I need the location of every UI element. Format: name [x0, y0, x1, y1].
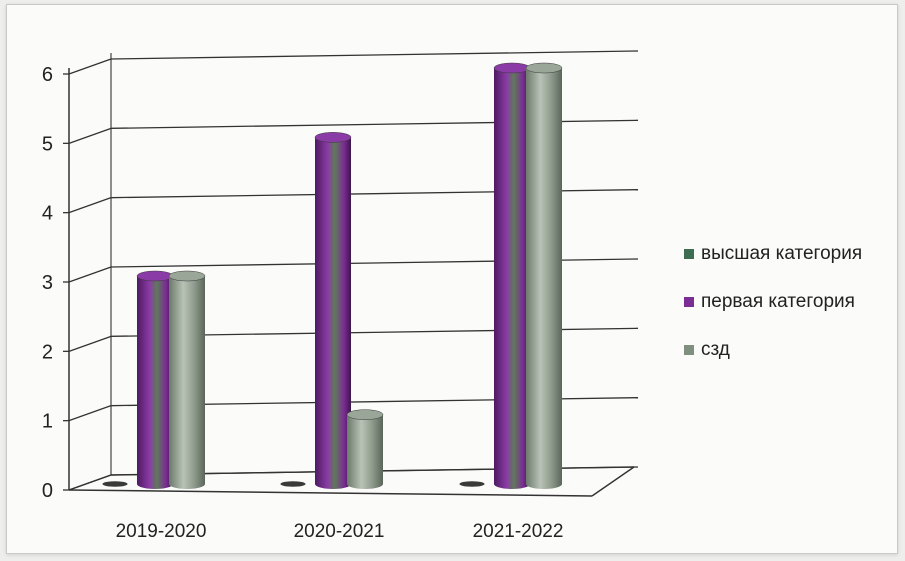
y-tick-label: 6	[42, 64, 53, 86]
bar-chart: 0 1 2 3 4 5 6 2019-2020 2020-2021 2021-2022	[42, 50, 639, 542]
gridline-depth	[68, 474, 112, 491]
y-tick-label: 4	[42, 203, 53, 225]
bar	[102, 481, 128, 487]
x-axis: 2019-2020 2020-2021 2021-2022	[68, 489, 593, 542]
bar-body	[347, 414, 383, 489]
bar	[346, 409, 384, 489]
floor-depth-right	[591, 466, 635, 497]
bar	[314, 132, 352, 490]
y-tick-label: 1	[42, 411, 53, 433]
bar	[168, 270, 206, 489]
gridline-depth	[68, 266, 112, 283]
legend-label: сзд	[701, 339, 730, 360]
gridline-depth	[68, 197, 112, 214]
bar	[493, 62, 531, 489]
bar-base	[280, 481, 306, 487]
bar	[136, 270, 174, 489]
x-tick-label: 2021-2022	[473, 521, 564, 542]
y-tick-label: 0	[42, 480, 53, 502]
legend-item: высшая категория	[684, 243, 862, 265]
y-tick-label: 2	[42, 341, 53, 363]
gridline-depth	[68, 127, 112, 144]
y-tick-label: 5	[42, 133, 53, 155]
bar	[459, 481, 485, 487]
bar-body	[137, 276, 173, 489]
x-axis-line	[68, 489, 593, 497]
gridline-depth	[68, 58, 112, 75]
bar-top	[168, 270, 206, 282]
bar-body	[526, 68, 562, 489]
bar-base	[102, 481, 128, 487]
legend-label: первая категория	[701, 291, 855, 312]
x-tick-label: 2019-2020	[116, 521, 207, 542]
bar-top	[493, 62, 531, 74]
legend-label: высшая категория	[701, 243, 863, 264]
bar-top	[346, 409, 384, 420]
x-tick-label: 2020-2021	[294, 521, 385, 542]
legend-item: сзд	[684, 339, 730, 361]
y-tick-label: 3	[42, 272, 53, 294]
legend-swatch	[684, 249, 694, 259]
y-axis: 0 1 2 3 4 5 6	[42, 64, 70, 502]
bar-top	[525, 62, 563, 74]
chart-frame: 0 1 2 3 4 5 6 2019-2020 2020-2021 2021-2022 высш…	[6, 4, 898, 554]
gridline	[110, 50, 639, 60]
gridline-depth	[68, 335, 112, 352]
bar-base	[459, 481, 485, 487]
bar-body	[494, 68, 530, 489]
bar	[525, 62, 563, 489]
bar-body	[169, 276, 205, 489]
legend-swatch	[684, 297, 694, 307]
gridline-depth	[68, 405, 112, 422]
legend-swatch	[684, 345, 694, 355]
bar-top	[136, 270, 174, 282]
bar	[280, 481, 306, 487]
bars	[102, 62, 563, 490]
legend-item: первая категория	[684, 291, 855, 313]
bar-top	[314, 132, 352, 143]
bar-body	[315, 137, 351, 490]
